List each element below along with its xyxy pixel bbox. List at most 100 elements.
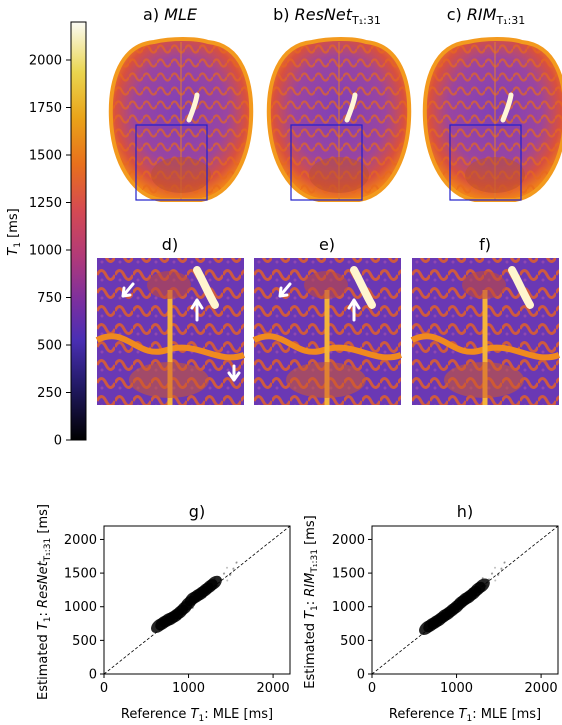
xlabel-h: Reference T1: MLE [ms] bbox=[389, 707, 541, 724]
data-point-sparse bbox=[481, 577, 484, 580]
data-point-sparse bbox=[503, 561, 506, 564]
data-point-sparse bbox=[475, 589, 478, 592]
y-tick-label: 0 bbox=[357, 668, 365, 683]
data-point-sparse bbox=[179, 617, 182, 620]
brain-panel-c bbox=[425, 39, 562, 200]
colorbar-ticks: 0 250 500 750 1000 1250 1500 1750 2000 bbox=[29, 54, 71, 449]
xlabel-g: Reference T1: MLE [ms] bbox=[121, 707, 273, 724]
x-tick-label: 0 bbox=[368, 681, 376, 696]
data-point-sparse bbox=[201, 588, 204, 591]
data-point-sparse bbox=[188, 599, 191, 602]
colorbar-tick-label: 1250 bbox=[29, 196, 62, 211]
scatter-title-h: h) bbox=[457, 502, 473, 521]
data-point-sparse bbox=[490, 572, 493, 575]
data-point-sparse bbox=[229, 574, 232, 577]
top-row-brains: a) MLE b) ResNetT₁:31 c) RIMT₁:31 bbox=[95, 5, 562, 225]
data-point-sparse bbox=[213, 577, 216, 580]
data-point-sparse bbox=[197, 594, 200, 597]
ylabel-g: Estimated T1: ResNetT₁:31 [ms] bbox=[36, 504, 53, 700]
data-point-sparse bbox=[481, 577, 484, 580]
data-point-sparse bbox=[447, 617, 450, 620]
data-point-sparse bbox=[453, 605, 456, 608]
data-point-sparse bbox=[204, 595, 207, 598]
x-tick-label: 1000 bbox=[440, 681, 473, 696]
colorbar-tick-label: 250 bbox=[37, 386, 62, 401]
data-point-sparse bbox=[459, 607, 462, 610]
zoom-panel-f bbox=[412, 258, 559, 405]
scatter-plot-h: 0 1000 2000 0 500 1000 1500 2000 bbox=[332, 525, 559, 696]
data-point-sparse bbox=[491, 572, 494, 575]
zoom-box-c bbox=[449, 124, 522, 201]
data-point-sparse bbox=[500, 567, 503, 570]
y-tick-label: 0 bbox=[89, 668, 97, 683]
data-point-sparse bbox=[478, 583, 481, 586]
data-point-sparse bbox=[468, 588, 471, 591]
data-point-sparse bbox=[200, 588, 203, 591]
title-e: e) bbox=[319, 235, 335, 254]
colorbar-tick-label: 2000 bbox=[29, 54, 62, 69]
title-b: b) ResNetT₁:31 bbox=[273, 5, 381, 27]
colorbar-gradient bbox=[70, 21, 87, 441]
data-point-sparse bbox=[503, 561, 506, 564]
data-point-sparse bbox=[220, 578, 223, 581]
arrow-icon bbox=[347, 298, 361, 322]
colorbar-label: T1 [ms] bbox=[6, 208, 23, 255]
data-point-sparse bbox=[450, 611, 453, 614]
data-point-sparse bbox=[216, 584, 219, 587]
data-point-sparse bbox=[213, 577, 216, 580]
zoom-panel-d bbox=[97, 258, 244, 405]
data-point-sparse bbox=[447, 617, 450, 620]
y-tick-label: 1000 bbox=[332, 600, 365, 615]
data-point-sparse bbox=[188, 598, 191, 601]
data-point-sparse bbox=[494, 566, 497, 569]
data-point-sparse bbox=[494, 579, 497, 582]
zoom-box-b bbox=[290, 124, 363, 201]
data-point-sparse bbox=[216, 585, 219, 588]
data-point-sparse bbox=[450, 611, 453, 614]
data-point-sparse bbox=[232, 567, 235, 570]
data-point-sparse bbox=[497, 574, 500, 577]
title-c: c) RIMT₁:31 bbox=[447, 5, 526, 27]
zoom-panel-e bbox=[254, 258, 401, 405]
brain-panel-b bbox=[269, 39, 409, 200]
zoom-box-a bbox=[135, 124, 208, 201]
data-point-sparse bbox=[235, 561, 238, 564]
arrow-icon bbox=[121, 282, 135, 298]
mid-row-zooms: d) e) f) bbox=[95, 235, 562, 420]
data-point-sparse bbox=[484, 584, 487, 587]
data-point-sparse bbox=[198, 594, 201, 597]
data-point-sparse bbox=[191, 607, 194, 610]
data-point-sparse bbox=[466, 594, 469, 597]
data-point-sparse bbox=[185, 605, 188, 608]
title-a: a) MLE bbox=[143, 5, 198, 24]
y-tick-label: 500 bbox=[340, 634, 365, 649]
data-point-sparse bbox=[456, 599, 459, 602]
arrow-icon bbox=[190, 298, 204, 322]
colorbar-tick-label: 750 bbox=[37, 291, 62, 306]
x-tick-label: 2000 bbox=[525, 681, 558, 696]
arrow-icon bbox=[227, 364, 241, 382]
data-point-sparse bbox=[185, 605, 188, 608]
data-point-sparse bbox=[459, 606, 462, 609]
brain-panel-a bbox=[111, 39, 251, 200]
colorbar-tick-label: 1750 bbox=[29, 101, 62, 116]
data-point-sparse bbox=[210, 583, 213, 586]
data-point bbox=[206, 575, 222, 591]
data-point-sparse bbox=[222, 572, 225, 575]
y-tick-label: 500 bbox=[72, 634, 97, 649]
x-tick-label: 2000 bbox=[257, 681, 290, 696]
data-point-sparse bbox=[204, 596, 207, 599]
data-point-sparse bbox=[219, 578, 222, 581]
data-point-sparse bbox=[223, 572, 226, 575]
scatter-title-g: g) bbox=[189, 502, 205, 521]
data-point-sparse bbox=[478, 583, 481, 586]
data-point-sparse bbox=[235, 561, 238, 564]
data-point-sparse bbox=[456, 598, 459, 601]
data-point-sparse bbox=[487, 578, 490, 581]
data-point-sparse bbox=[232, 568, 235, 571]
title-f: f) bbox=[479, 235, 491, 254]
data-point-sparse bbox=[226, 579, 229, 582]
colorbar-tick-label: 0 bbox=[54, 434, 62, 449]
scatter-plot-g: 0 1000 2000 0 500 1000 1500 2000 bbox=[64, 525, 291, 696]
data-point-sparse bbox=[207, 589, 210, 592]
